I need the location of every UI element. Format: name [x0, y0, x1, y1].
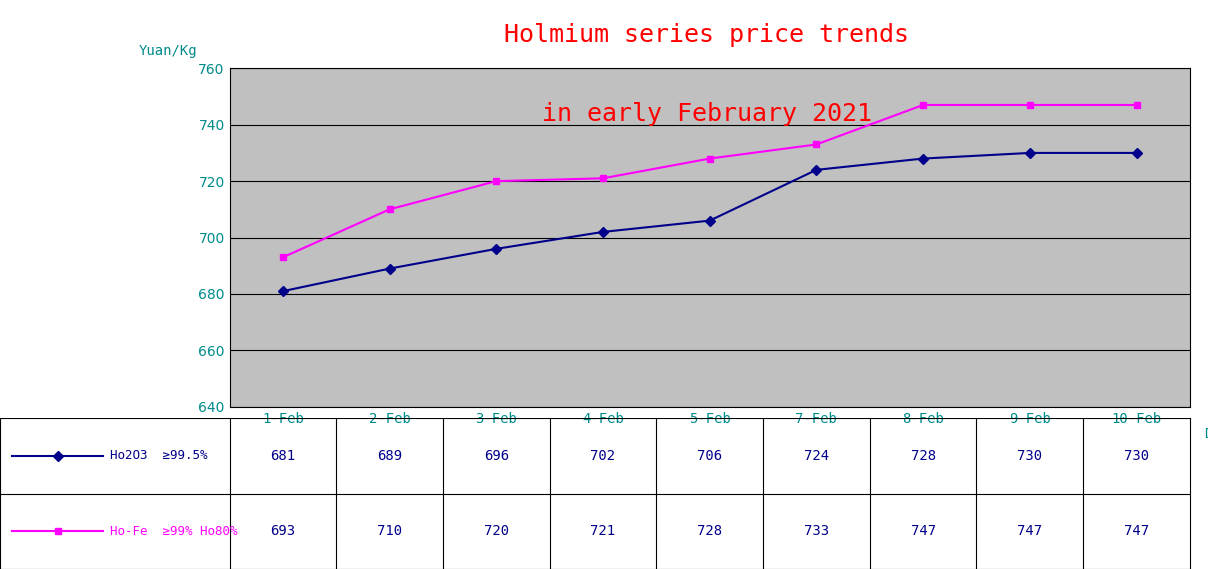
Text: 681: 681	[271, 449, 296, 463]
Text: 728: 728	[697, 524, 722, 538]
Text: 730: 730	[1017, 449, 1043, 463]
Text: 702: 702	[591, 449, 616, 463]
Text: 710: 710	[377, 524, 402, 538]
Text: Yuan/Kg: Yuan/Kg	[138, 44, 197, 58]
Text: Ho-Fe  ≥99% Ho80%: Ho-Fe ≥99% Ho80%	[110, 525, 238, 538]
Text: 747: 747	[911, 524, 936, 538]
Text: Date: Date	[1204, 427, 1208, 441]
Text: Holmium series price trends: Holmium series price trends	[504, 23, 910, 47]
Text: 747: 747	[1017, 524, 1043, 538]
Text: 721: 721	[591, 524, 616, 538]
Text: 706: 706	[697, 449, 722, 463]
Text: 693: 693	[271, 524, 296, 538]
Text: in early February 2021: in early February 2021	[541, 102, 872, 126]
Text: 728: 728	[911, 449, 936, 463]
Text: 696: 696	[483, 449, 509, 463]
Text: 733: 733	[803, 524, 829, 538]
Text: 747: 747	[1123, 524, 1149, 538]
Text: 720: 720	[483, 524, 509, 538]
Text: 730: 730	[1123, 449, 1149, 463]
Text: Ho2O3  ≥99.5%: Ho2O3 ≥99.5%	[110, 450, 208, 463]
Text: 724: 724	[803, 449, 829, 463]
Text: 689: 689	[377, 449, 402, 463]
